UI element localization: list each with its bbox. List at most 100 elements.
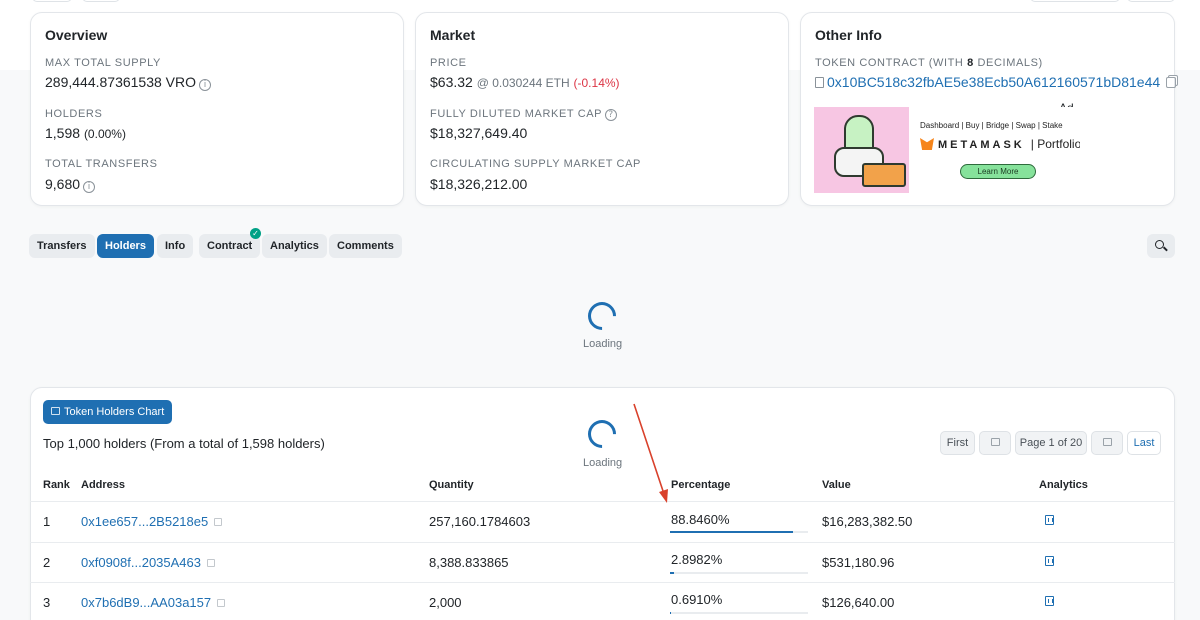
percentage-bar bbox=[670, 612, 808, 614]
tab-info[interactable]: Info bbox=[157, 234, 194, 258]
contract-address-row: 0x10BC518c32fbAE5e38Ecb50A612160571bD81e… bbox=[815, 74, 1177, 90]
loading-text: Loading bbox=[583, 338, 623, 350]
chart-button-label: Token Holders Chart bbox=[64, 406, 165, 418]
fdmc-label: FULLY DILUTED MARKET CAP? bbox=[430, 108, 618, 121]
chevron-left-icon bbox=[990, 438, 1000, 446]
contract-label: TOKEN CONTRACT (WITH 8 DECIMALS) bbox=[815, 57, 1043, 69]
max-supply-value: 289,444.87361538 VRO i bbox=[45, 74, 212, 91]
row-rank: 1 bbox=[43, 514, 51, 529]
market-title: Market bbox=[430, 27, 476, 43]
analytics-icon[interactable] bbox=[1045, 515, 1054, 525]
fdmc-value: $18,327,649.40 bbox=[430, 125, 528, 141]
row-percentage: 0.6910% bbox=[671, 592, 723, 607]
tab-holders[interactable]: Holders bbox=[97, 234, 154, 258]
max-supply-label: MAX TOTAL SUPPLY bbox=[45, 57, 161, 69]
ad-learn-more-button[interactable]: Learn More bbox=[960, 164, 1036, 179]
tab-comments[interactable]: Comments bbox=[329, 234, 402, 258]
column-quantity: Quantity bbox=[429, 479, 474, 491]
row-divider bbox=[30, 582, 1175, 583]
row-value: $126,640.00 bbox=[822, 595, 895, 610]
percentage-bar bbox=[670, 572, 808, 574]
ad-brand: METAMASK | Portfolio bbox=[920, 137, 1080, 151]
overview-card: Overview MAX TOTAL SUPPLY 289,444.873615… bbox=[30, 12, 404, 206]
price-eth: @ 0.030244 ETH bbox=[476, 76, 570, 90]
row-address-link[interactable]: 0xf0908f...2035A463 bbox=[81, 555, 201, 570]
price-value: $63.32 @ 0.030244 ETH (-0.14%) bbox=[430, 74, 620, 90]
help-icon[interactable]: ? bbox=[605, 109, 618, 121]
token-holders-chart-button[interactable]: Token Holders Chart bbox=[43, 400, 173, 424]
csmc-label: CIRCULATING SUPPLY MARKET CAP bbox=[430, 158, 641, 170]
row-rank: 2 bbox=[43, 555, 51, 570]
pager-prev-button[interactable] bbox=[979, 431, 1011, 455]
row-address-link[interactable]: 0x7b6dB9...AA03a157 bbox=[81, 595, 212, 610]
ad-cup-shape bbox=[844, 115, 874, 153]
holders-count: 1,598 bbox=[45, 125, 81, 141]
ad-menu-text: Dashboard | Buy | Bridge | Swap | Stake bbox=[920, 121, 1063, 130]
column-value: Value bbox=[822, 479, 851, 491]
row-address: 0x7b6dB9...AA03a157 bbox=[81, 595, 226, 610]
contract-decimals: 8 bbox=[967, 57, 974, 69]
holders-card bbox=[30, 387, 1175, 620]
tab-analytics[interactable]: Analytics bbox=[262, 234, 327, 258]
chart-icon bbox=[51, 407, 60, 415]
analytics-icon[interactable] bbox=[1045, 596, 1054, 606]
row-address: 0xf0908f...2035A463 bbox=[81, 555, 215, 570]
info-icon[interactable]: i bbox=[199, 79, 212, 91]
holders-change: (0.00%) bbox=[83, 127, 126, 141]
row-percentage: 88.8460% bbox=[671, 512, 730, 527]
percentage-bar-fill bbox=[670, 572, 674, 574]
pager-last-button[interactable]: Last bbox=[1127, 431, 1161, 455]
tab-contract[interactable]: Contract bbox=[199, 234, 261, 258]
ad-box-shape bbox=[862, 163, 906, 187]
transfers-count: 9,680 bbox=[45, 176, 81, 192]
transfers-label: TOTAL TRANSFERS bbox=[45, 158, 158, 170]
annotation-arrow-head bbox=[659, 489, 668, 503]
price-change: (-0.14%) bbox=[573, 76, 620, 90]
document-icon bbox=[815, 77, 824, 88]
holders-summary: Top 1,000 holders (From a total of 1,598… bbox=[43, 436, 325, 451]
contract-address-link[interactable]: 0x10BC518c32fbAE5e38Ecb50A612160571bD81e… bbox=[827, 74, 1161, 90]
transfers-value: 9,680 i bbox=[45, 176, 96, 193]
holders-label: HOLDERS bbox=[45, 108, 103, 120]
csmc-value: $18,326,212.00 bbox=[430, 176, 528, 192]
ad-brand-name: METAMASK bbox=[938, 139, 1025, 151]
contract-label-post: DECIMALS) bbox=[977, 57, 1043, 69]
column-address: Address bbox=[81, 479, 126, 491]
copy-icon[interactable] bbox=[207, 559, 215, 567]
tab-transfers[interactable]: Transfers bbox=[29, 234, 95, 258]
copy-icon[interactable] bbox=[1166, 77, 1177, 88]
row-quantity: 257,160.1784603 bbox=[429, 514, 531, 529]
overview-title: Overview bbox=[45, 27, 108, 43]
search-button[interactable] bbox=[1147, 234, 1175, 258]
row-rank: 3 bbox=[43, 595, 51, 610]
price-label: PRICE bbox=[430, 57, 467, 69]
row-address-link[interactable]: 0x1ee657...2B5218e5 bbox=[81, 514, 209, 529]
other-info-title: Other Info bbox=[815, 27, 882, 43]
price-usd: $63.32 bbox=[430, 74, 473, 90]
annotation-arrow-line bbox=[633, 403, 665, 495]
row-divider bbox=[30, 542, 1175, 543]
analytics-icon[interactable] bbox=[1045, 556, 1054, 566]
pager-next-button[interactable] bbox=[1091, 431, 1123, 455]
column-percentage: Percentage bbox=[671, 479, 731, 491]
chevron-right-icon bbox=[1102, 438, 1112, 446]
column-analytics: Analytics bbox=[1039, 479, 1088, 491]
percentage-bar bbox=[670, 531, 808, 533]
copy-icon[interactable] bbox=[217, 599, 226, 607]
row-value: $531,180.96 bbox=[822, 555, 895, 570]
verified-check-icon: ✓ bbox=[250, 228, 261, 239]
column-rank: Rank bbox=[43, 479, 70, 491]
contract-label-pre: TOKEN CONTRACT (WITH bbox=[815, 57, 964, 69]
ad-portfolio: | Portfolio bbox=[1030, 137, 1080, 151]
percentage-bar-fill bbox=[670, 612, 672, 614]
metamask-ad-banner[interactable]: Dashboard | Buy | Bridge | Swap | Stake … bbox=[814, 107, 1080, 193]
info-icon[interactable]: i bbox=[83, 181, 96, 193]
ad-illustration bbox=[814, 107, 909, 193]
row-quantity: 2,000 bbox=[429, 595, 462, 610]
pager-first-button[interactable]: First bbox=[940, 431, 975, 455]
max-supply-amount: 289,444.87361538 VRO bbox=[45, 74, 197, 90]
pager-page-indicator: Page 1 of 20 bbox=[1015, 431, 1087, 455]
copy-icon[interactable] bbox=[214, 518, 223, 526]
holders-value: 1,598 (0.00%) bbox=[45, 125, 126, 141]
